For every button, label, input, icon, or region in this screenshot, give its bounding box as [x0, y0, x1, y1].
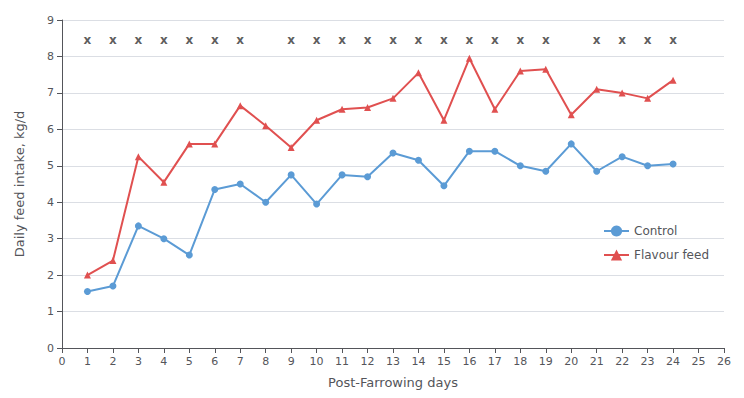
svg-text:x: x [313, 33, 321, 47]
svg-text:x: x [135, 33, 143, 47]
svg-text:x: x [185, 33, 193, 47]
svg-text:x: x [669, 33, 677, 47]
svg-text:x: x [236, 33, 244, 47]
svg-text:3: 3 [47, 232, 54, 245]
svg-text:4: 4 [160, 355, 167, 368]
svg-text:25: 25 [692, 355, 706, 368]
svg-text:21: 21 [590, 355, 604, 368]
svg-text:x: x [389, 33, 397, 47]
svg-text:x: x [466, 33, 474, 47]
svg-text:26: 26 [717, 355, 731, 368]
svg-text:x: x [593, 33, 601, 47]
svg-text:x: x [415, 33, 423, 47]
svg-text:5: 5 [47, 159, 54, 172]
svg-text:6: 6 [47, 123, 54, 136]
svg-text:x: x [287, 33, 295, 47]
svg-text:x: x [618, 33, 626, 47]
svg-text:x: x [644, 33, 652, 47]
svg-text:3: 3 [135, 355, 142, 368]
svg-text:14: 14 [411, 355, 425, 368]
svg-text:9: 9 [47, 14, 54, 27]
svg-text:13: 13 [386, 355, 400, 368]
svg-text:0: 0 [47, 342, 54, 355]
svg-text:7: 7 [47, 86, 54, 99]
svg-text:23: 23 [641, 355, 655, 368]
svg-text:19: 19 [539, 355, 553, 368]
svg-text:7: 7 [237, 355, 244, 368]
svg-text:5: 5 [186, 355, 193, 368]
svg-text:6: 6 [211, 355, 218, 368]
svg-text:x: x [84, 33, 92, 47]
svg-text:x: x [542, 33, 550, 47]
svg-text:Flavour feed: Flavour feed [634, 248, 709, 262]
svg-text:18: 18 [513, 355, 527, 368]
svg-text:x: x [491, 33, 499, 47]
svg-text:8: 8 [262, 355, 269, 368]
svg-text:24: 24 [666, 355, 680, 368]
svg-text:1: 1 [47, 305, 54, 318]
svg-text:17: 17 [488, 355, 502, 368]
svg-text:x: x [109, 33, 117, 47]
svg-text:22: 22 [615, 355, 629, 368]
svg-text:9: 9 [288, 355, 295, 368]
svg-text:11: 11 [335, 355, 349, 368]
svg-text:0: 0 [59, 355, 66, 368]
svg-text:x: x [211, 33, 219, 47]
svg-text:x: x [338, 33, 346, 47]
svg-text:x: x [440, 33, 448, 47]
svg-text:2: 2 [109, 355, 116, 368]
svg-text:15: 15 [437, 355, 451, 368]
svg-text:x: x [160, 33, 168, 47]
svg-text:Control: Control [634, 224, 677, 238]
svg-text:16: 16 [462, 355, 476, 368]
svg-text:4: 4 [47, 196, 54, 209]
svg-text:x: x [516, 33, 524, 47]
svg-text:10: 10 [310, 355, 324, 368]
svg-text:2: 2 [47, 269, 54, 282]
svg-text:20: 20 [564, 355, 578, 368]
svg-text:1: 1 [84, 355, 91, 368]
svg-text:8: 8 [47, 50, 54, 63]
svg-text:Daily feed intake, kg/d: Daily feed intake, kg/d [12, 111, 27, 258]
svg-text:x: x [364, 33, 372, 47]
svg-text:12: 12 [361, 355, 375, 368]
svg-text:Post-Farrowing days: Post-Farrowing days [328, 375, 458, 390]
